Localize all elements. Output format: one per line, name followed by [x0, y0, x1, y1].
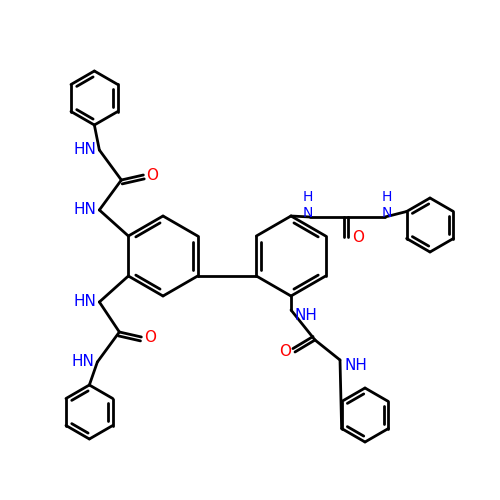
- Text: HN: HN: [74, 202, 97, 218]
- Text: O: O: [146, 168, 158, 182]
- Text: O: O: [279, 344, 291, 360]
- Text: H
N: H N: [303, 190, 313, 220]
- Text: H
N: H N: [382, 190, 392, 220]
- Text: HN: HN: [74, 142, 97, 158]
- Text: O: O: [144, 330, 156, 344]
- Text: NH: NH: [294, 308, 318, 322]
- Text: O: O: [352, 230, 364, 244]
- Text: NH: NH: [344, 358, 368, 372]
- Text: HN: HN: [72, 354, 95, 370]
- Text: HN: HN: [74, 294, 97, 310]
